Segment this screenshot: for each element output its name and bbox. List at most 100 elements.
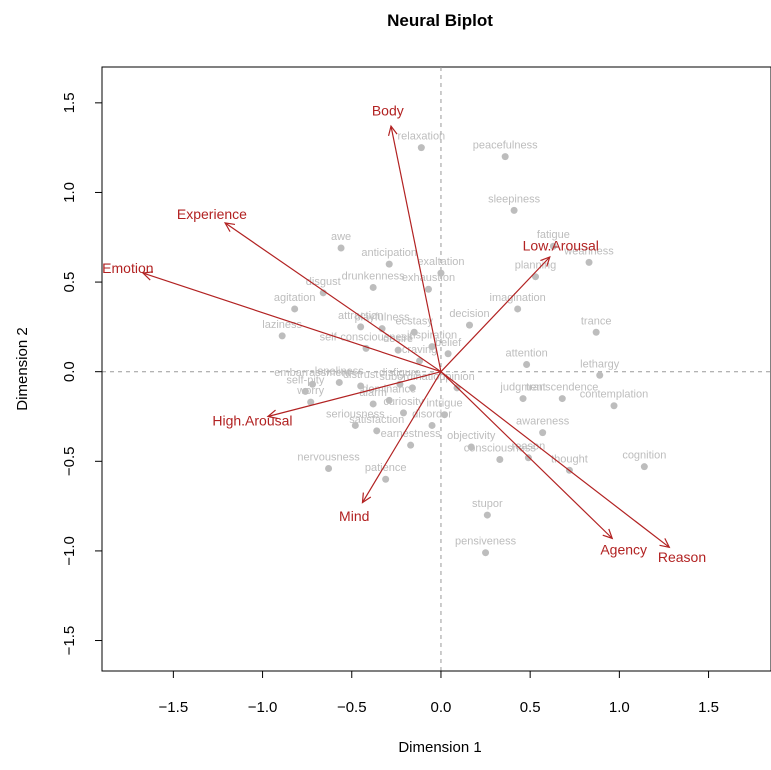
y-tick-label: 0.5 xyxy=(61,272,78,293)
data-point xyxy=(385,260,393,268)
point-label: judgment xyxy=(499,382,545,394)
point-label: intrigue xyxy=(426,398,462,410)
point-label: drunkenness xyxy=(342,270,405,282)
x-tick-label: −0.5 xyxy=(337,699,367,716)
loading-arrow xyxy=(224,222,442,373)
point-label: peacefulness xyxy=(473,140,538,152)
point-label: laziness xyxy=(262,319,302,331)
data-point xyxy=(382,475,390,483)
point-label: worry xyxy=(296,385,324,397)
data-point xyxy=(467,443,475,451)
data-point xyxy=(351,421,359,429)
point-label: exaltation xyxy=(417,256,464,268)
arrow-label: Reason xyxy=(658,549,706,565)
data-point xyxy=(424,285,432,293)
x-tick-label: −1.5 xyxy=(159,699,189,716)
point-label: nervousness xyxy=(297,451,360,463)
loading-arrow xyxy=(440,256,551,373)
point-label: anticipation xyxy=(361,247,417,259)
data-point xyxy=(523,361,531,369)
data-point xyxy=(373,427,381,435)
x-tick-label: 0.0 xyxy=(431,699,452,716)
data-point xyxy=(428,421,436,429)
arrow-label: Low.Arousal xyxy=(523,237,599,253)
point-label: subordination xyxy=(379,371,445,383)
loading-arrow xyxy=(142,272,442,373)
point-label: satisfaction xyxy=(349,414,404,426)
data-point xyxy=(640,463,648,471)
point-label: trance xyxy=(581,315,612,327)
data-point xyxy=(307,398,315,406)
data-point xyxy=(483,511,491,519)
data-point xyxy=(585,258,593,266)
data-point xyxy=(309,380,317,388)
loading-arrow xyxy=(390,126,442,372)
arrows-layer: Body Experience Emotion Low.Arousal High.Aro… xyxy=(102,102,706,565)
y-tick-label: 1.5 xyxy=(61,92,78,113)
x-axis: −1.5 −1.0 −0.5 0.0 0.5 1.0 1.5 xyxy=(159,670,719,716)
data-point xyxy=(596,371,604,379)
y-tick-label: 0.0 xyxy=(61,361,78,382)
point-label: transcendence xyxy=(526,382,598,394)
y-tick-label: −0.5 xyxy=(61,446,78,476)
point-label: distrust xyxy=(343,369,378,381)
arrow-head xyxy=(659,538,671,549)
point-label: disorder xyxy=(412,408,452,420)
point-label: opinion xyxy=(439,371,474,383)
point-label: curiosity xyxy=(383,396,424,408)
data-point xyxy=(437,269,445,277)
x-tick-label: 1.0 xyxy=(609,699,630,716)
arrow-head xyxy=(266,409,278,420)
data-point xyxy=(496,456,504,464)
data-point xyxy=(394,346,402,354)
data-point xyxy=(291,305,299,313)
data-point xyxy=(357,323,365,331)
arrow-head xyxy=(223,222,236,232)
data-point xyxy=(417,144,425,152)
point-label: awe xyxy=(331,231,351,243)
point-label: stupor xyxy=(472,498,503,510)
points-layer: relaxation peacefulness sleepiness fatigue w… xyxy=(262,131,666,557)
y-tick-label: −1.5 xyxy=(61,626,78,656)
data-point xyxy=(482,549,490,557)
arrow-head xyxy=(141,271,154,281)
loading-arrow xyxy=(361,371,442,503)
data-point xyxy=(407,441,415,449)
point-label: ecstasy xyxy=(396,315,434,327)
point-label: loneliness xyxy=(315,365,364,377)
arrow-head xyxy=(387,124,398,136)
point-label: contemplation xyxy=(580,389,649,401)
point-label: dominance xyxy=(362,383,416,395)
point-label: objectivity xyxy=(447,430,496,442)
point-label: planning xyxy=(515,260,557,272)
point-label: disfigure xyxy=(379,367,421,379)
point-label: fatigue xyxy=(537,229,570,241)
x-tick-label: 1.5 xyxy=(698,699,719,716)
x-tick-label: −1.0 xyxy=(248,699,278,716)
point-label: desire xyxy=(383,333,413,345)
data-point xyxy=(532,273,540,281)
point-label: imagination xyxy=(490,292,546,304)
data-point xyxy=(510,206,518,214)
y-tick-label: 1.0 xyxy=(61,182,78,203)
chart-title: Neural Biplot xyxy=(387,11,493,30)
data-point xyxy=(519,395,527,403)
point-label: earnestness xyxy=(381,428,441,440)
point-label: self-pity xyxy=(286,374,324,386)
data-point xyxy=(408,384,416,392)
point-label: sleepiness xyxy=(488,193,540,205)
data-point xyxy=(337,244,345,252)
data-point xyxy=(539,429,547,437)
data-point xyxy=(441,411,449,419)
point-label: attention xyxy=(505,348,547,360)
point-label: belief xyxy=(435,337,462,349)
point-label: cognition xyxy=(622,450,666,462)
point-label: reason xyxy=(512,441,546,453)
y-axis: −1.5 −1.0 −0.5 0.0 0.5 1.0 1.5 xyxy=(61,92,103,656)
data-point xyxy=(610,402,618,410)
arrow-label: Emotion xyxy=(102,260,153,276)
data-point xyxy=(369,400,377,408)
point-label: inspiration xyxy=(407,330,457,342)
point-label: thought xyxy=(551,453,588,465)
data-point xyxy=(325,464,333,472)
